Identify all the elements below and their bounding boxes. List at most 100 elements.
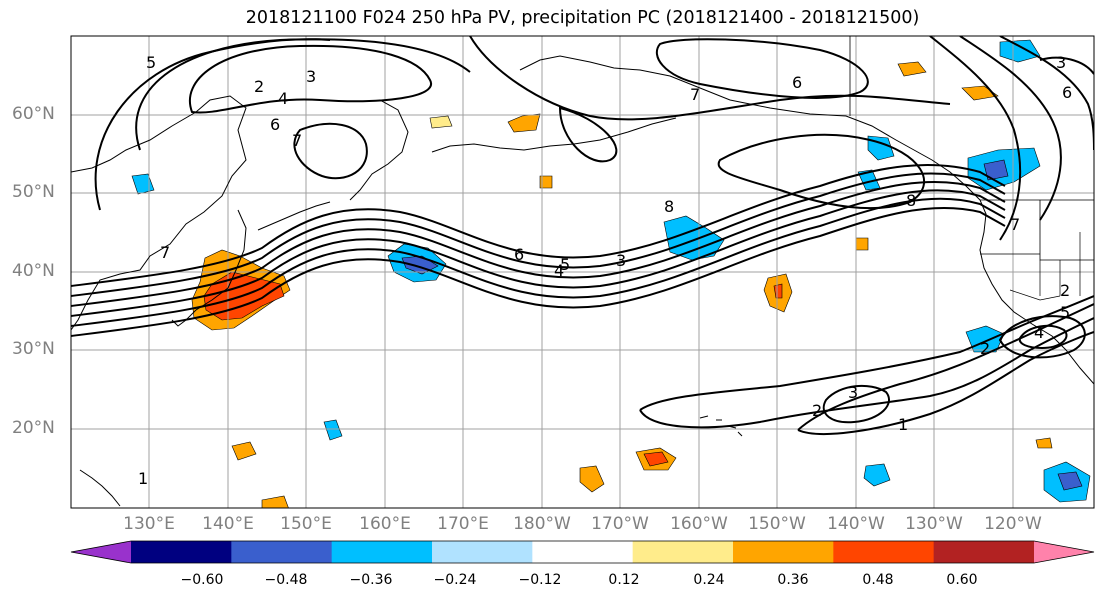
lon-label-170w: 170°W (591, 514, 649, 534)
pv-contour-ne-2 (959, 36, 1062, 221)
precip-negative-south1 (863, 463, 891, 487)
pv-contour-subtropical-3 (797, 303, 1094, 431)
pv-contour-cutoff (998, 315, 1086, 359)
contour-value-label: 2 (1060, 281, 1070, 300)
colorbar-bin (733, 541, 834, 563)
coast-japan (171, 209, 247, 327)
colorbar-tick-label: −0.60 (180, 572, 224, 588)
colorbar-bin (632, 541, 734, 563)
precip-positive-north2 (507, 113, 541, 133)
pv-contours (71, 36, 1094, 435)
contour-value-label: 7 (292, 131, 302, 150)
pv-contour-north-8 (717, 133, 926, 210)
coast-kuril (257, 201, 331, 231)
contour-value-label: 2 (980, 339, 990, 358)
coast-kamchatka (349, 99, 409, 201)
contour-value-label: 1 (898, 415, 908, 434)
colorbar-bin (933, 541, 1035, 563)
coast-us-states (1009, 232, 1081, 301)
pv-contour-jet-3 (71, 189, 1006, 317)
precip-positive-north1 (429, 115, 453, 129)
precip-positive-e (1035, 437, 1053, 449)
precip-negative-160w (663, 215, 725, 261)
colorbar-bin (432, 541, 533, 563)
precip-positive-south (579, 465, 605, 493)
colorbar-tick-label: −0.36 (349, 572, 393, 588)
lat-label-20n: 20°N (12, 418, 55, 438)
contour-value-label: 3 (58, 37, 68, 56)
contour-value-label: 7 (160, 243, 170, 262)
pv-contour-ne-1 (929, 36, 1022, 241)
precip-positive-sw2 (261, 495, 289, 508)
precip-positive-mid (539, 175, 553, 189)
contour-value-label: 3 (616, 251, 626, 270)
pv-contour-north-5 (469, 36, 951, 121)
precip-positive-ne2 (961, 85, 999, 101)
contour-value-label: 6 (514, 245, 524, 264)
colorbar-extend-high (1034, 541, 1094, 563)
lon-label-120w: 120°W (984, 514, 1042, 534)
lat-label-50n: 50°N (12, 182, 55, 202)
lon-label-150w: 150°W (748, 514, 806, 534)
precip-negative-nw (999, 39, 1041, 63)
precip-negative-west (131, 173, 155, 195)
contour-value-label: 2 (54, 61, 64, 80)
colorbar-bin (231, 541, 333, 563)
contour-value-label: 6 (1062, 83, 1072, 102)
colorbar-bin (131, 541, 232, 563)
pv-contour-north-4 (293, 122, 368, 180)
coast-hawaii (699, 415, 743, 437)
coast-aleutian (431, 117, 677, 153)
contour-value-label: 8 (906, 191, 916, 210)
contour-value-label: 7 (690, 85, 700, 104)
lon-label-170e: 170°E (437, 514, 489, 534)
lat-label-40n: 40°N (12, 261, 55, 281)
coastlines (71, 36, 1094, 507)
pv-contour-jet-6 (71, 164, 1006, 287)
lat-label-30n: 30°N (12, 339, 55, 359)
contour-value-label: 5 (560, 255, 570, 274)
precip-negative-south2 (323, 419, 343, 441)
precip-positive-160w-core (643, 451, 669, 467)
lon-label-130e: 130°E (123, 514, 175, 534)
lon-label-180w: 180°W (513, 514, 571, 534)
pv-contour-north-6 (558, 106, 618, 163)
pv-contour-jet-5 (71, 172, 1006, 297)
precip-positive-sw (231, 441, 257, 461)
contour-value-label: 3 (848, 383, 858, 402)
lat-label-60n: 60°N (12, 104, 55, 124)
coast-alaska (519, 55, 981, 201)
lon-label-130w: 130°W (905, 514, 963, 534)
contour-value-label: 5 (146, 53, 156, 72)
pv-contour-subtropical-5 (822, 384, 890, 424)
contour-value-label: 2 (812, 401, 822, 420)
pv-contour-jet-2 (71, 197, 1006, 327)
colorbar-bin (331, 541, 433, 563)
map-title: 2018121100 F024 250 hPa PV, precipitatio… (245, 8, 920, 28)
precip-positive-150w-core (773, 283, 783, 299)
coast-north-america (979, 199, 1094, 385)
contour-value-label: 4 (278, 89, 288, 108)
pv-contour-cutoff-inner (1018, 324, 1068, 350)
contour-value-label: 7 (1010, 215, 1020, 234)
colorbar-extend-low (71, 541, 131, 563)
contour-value-label: 3 (1056, 53, 1066, 72)
pv-contour-jet-1 (71, 206, 1006, 337)
contour-value-label: 4 (1034, 323, 1044, 342)
pv-contour-subtropical-2 (639, 317, 1094, 429)
pv-contour-north-3 (94, 38, 331, 211)
lon-label-140e: 140°E (202, 514, 254, 534)
pv-contour-north-7 (655, 38, 869, 99)
contour-value-label: 6 (792, 73, 802, 92)
colorbar-tick-label: 0.24 (693, 572, 725, 588)
precip-positive-small (855, 237, 869, 251)
contour-value-label: 8 (664, 197, 674, 216)
contour-value-label: 6 (270, 115, 280, 134)
contour-value-label: 4 (554, 261, 564, 280)
contour-value-label: 3 (306, 67, 316, 86)
lon-label-140w: 140°W (827, 514, 885, 534)
colorbar-tick-label: 0.36 (777, 572, 809, 588)
colorbar-tick-label: 0.12 (608, 572, 640, 588)
